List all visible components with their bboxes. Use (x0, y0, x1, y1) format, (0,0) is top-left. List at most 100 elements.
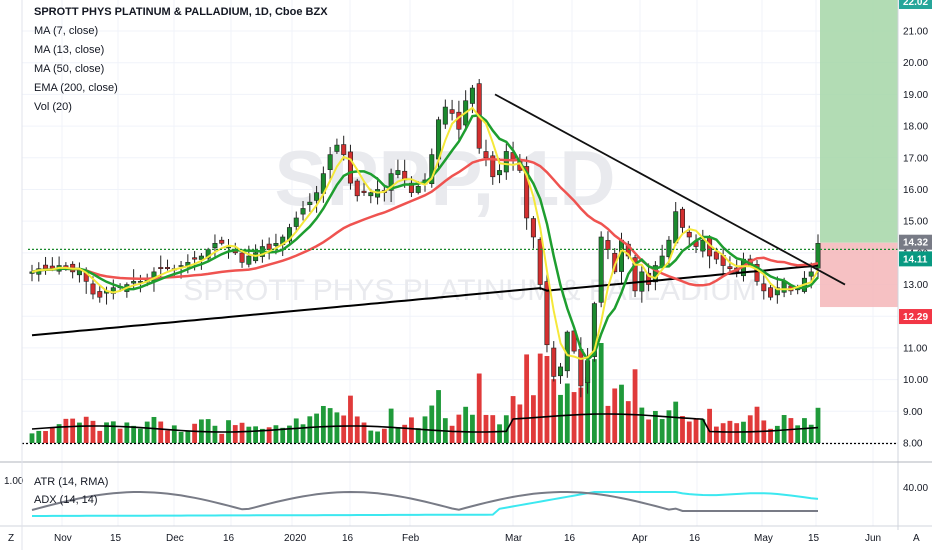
candle-body (239, 252, 245, 263)
legend-atr[interactable]: ATR (14, RMA) (34, 476, 109, 488)
candle-body (605, 240, 611, 250)
adx-line (31, 490, 818, 512)
candle-body (679, 208, 685, 228)
candle-body (327, 154, 333, 170)
candle-body (307, 201, 313, 205)
legend-volume[interactable]: Vol (20) (34, 101, 72, 113)
time-axis[interactable]: Nov 15 Dec 16 2020 16 Feb Mar 16 Apr 16 May 15 Jun Z A (8, 533, 920, 544)
volume-bar (490, 415, 496, 443)
legend-ma13[interactable]: MA (13, close) (34, 44, 105, 56)
volume-bar (354, 416, 360, 443)
ma13-line (31, 113, 819, 362)
volume-bar (56, 424, 62, 443)
candle-body (774, 287, 780, 296)
candle-body (178, 265, 184, 267)
candle-body (761, 283, 767, 292)
volume-bar (334, 412, 340, 443)
corner-label-left: Z (8, 533, 14, 544)
candle-body (137, 281, 143, 283)
volume-bar (212, 425, 218, 443)
volume-bar (381, 428, 387, 443)
candle-body (558, 366, 564, 377)
volume-bar (314, 413, 319, 443)
drawing-tools[interactable] (28, 93, 898, 286)
volume-bar (43, 431, 48, 443)
volume-bar (49, 428, 55, 443)
volume-bar (63, 418, 69, 443)
volume-bar (90, 420, 96, 443)
candle-body (618, 239, 624, 272)
price-tag-label: 22.02 (903, 0, 928, 8)
risk-reward-zone[interactable] (820, 0, 898, 308)
candle-body (341, 144, 347, 155)
volume-bar (754, 406, 760, 443)
candle-body (503, 151, 509, 173)
volume-bar (131, 425, 137, 443)
price-tag-label: 14.32 (903, 238, 928, 249)
ma7-line (31, 106, 819, 361)
price-tag-label: 14.11 (903, 254, 928, 265)
volume-bar (327, 408, 333, 443)
volume-bar (551, 379, 557, 443)
volume-bar (144, 421, 150, 443)
candle-body (659, 255, 665, 267)
price-tag-bg (899, 0, 932, 9)
x-tick-label: 15 (808, 533, 820, 544)
price-tag: 14.11 (899, 251, 932, 267)
volume-bar (612, 388, 618, 443)
volume-bar (395, 427, 401, 443)
volume-bar (409, 417, 414, 443)
volume-bar (348, 395, 353, 443)
volume-bar (470, 414, 475, 443)
volume-bar (659, 419, 665, 443)
candle-body (666, 239, 672, 258)
candle-body (429, 154, 435, 185)
candle-body (537, 239, 543, 285)
x-tick-label: 16 (342, 533, 354, 544)
candle-body (646, 272, 652, 285)
candle-body (469, 87, 475, 104)
volume-bar (239, 422, 245, 443)
volume-bar (273, 425, 279, 443)
x-tick-label: 16 (689, 533, 701, 544)
legend-ma7[interactable]: MA (7, close) (34, 25, 99, 37)
candle-body (212, 243, 218, 249)
legend-ma50[interactable]: MA (50, close) (34, 63, 105, 75)
volume-bar (483, 414, 489, 443)
volume-bar (368, 430, 374, 443)
volume-bar (503, 415, 509, 443)
price-tag: 22.02 (899, 0, 932, 9)
volume-bar (544, 356, 550, 443)
candle-body (131, 281, 137, 284)
volume-bar (700, 419, 706, 443)
x-tick-label: May (754, 533, 773, 544)
profit-zone (820, 0, 898, 243)
candle-body (456, 111, 462, 130)
candle-body (530, 218, 536, 238)
candle-body (300, 208, 306, 215)
legend-adx[interactable]: ADX (14, 14) (34, 494, 98, 506)
x-tick-label: 2020 (284, 533, 307, 544)
volume-bar (564, 383, 570, 443)
x-tick-label: 15 (110, 533, 122, 544)
volume-bar (449, 425, 455, 443)
volume-ma-line (31, 413, 819, 433)
candle-body (246, 255, 252, 265)
volume-bar (815, 407, 821, 443)
volume-bar (341, 415, 347, 443)
candle-body (490, 155, 496, 178)
stop-zone (820, 242, 898, 308)
candle-body (686, 231, 692, 238)
y-tick-label: 17.00 (903, 153, 928, 164)
volume-bar (571, 392, 577, 443)
volume-bar (185, 430, 191, 443)
x-tick-label: 16 (564, 533, 576, 544)
volume-bar (151, 416, 157, 443)
candle-body (768, 287, 774, 298)
volume-bar (429, 405, 435, 443)
volume-bar (287, 425, 292, 443)
symbol-title[interactable]: SPROTT PHYS PLATINUM & PALLADIUM, 1D, Cb… (34, 6, 328, 18)
legend-ema200[interactable]: EMA (200, close) (34, 82, 118, 94)
